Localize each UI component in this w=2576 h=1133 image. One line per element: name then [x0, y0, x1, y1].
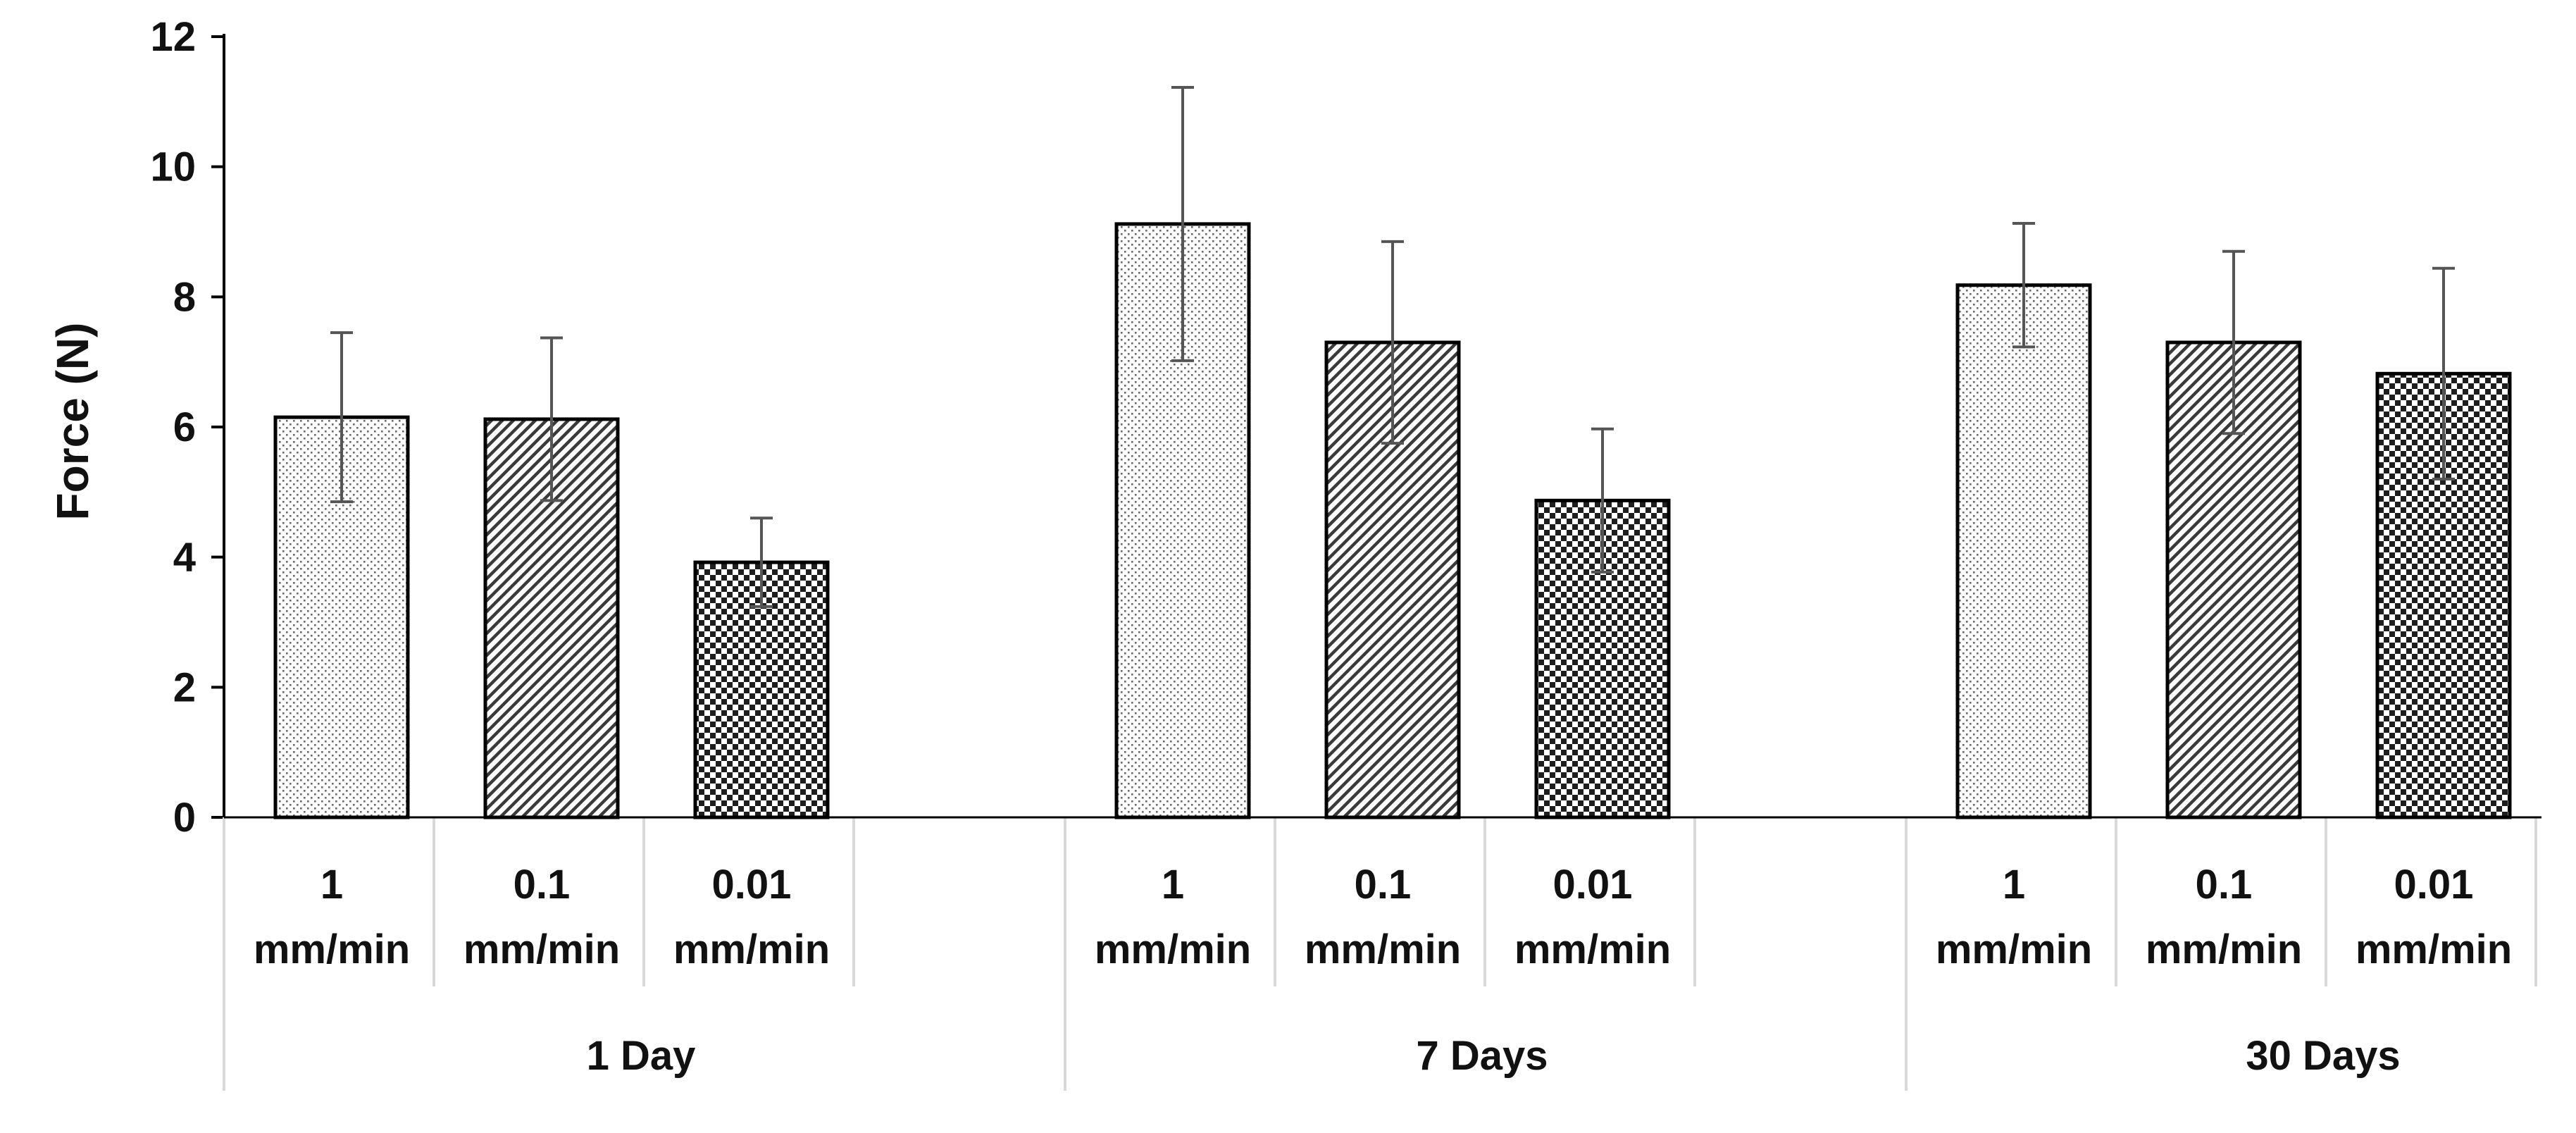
y-tick-label: 12 — [150, 14, 196, 60]
error-bars — [330, 86, 2455, 608]
category-label: 1 mm/min — [254, 862, 410, 972]
y-tick-label: 10 — [150, 144, 196, 190]
x-axis-dividers — [223, 817, 2537, 1091]
y-tick-label: 2 — [173, 664, 196, 710]
category-label: 0.1 mm/min — [2146, 862, 2302, 972]
y-tick-label: 0 — [173, 795, 196, 841]
group-label: 7 Days — [1416, 1033, 1548, 1079]
y-tick-label: 6 — [173, 404, 196, 450]
y-tick-label: 4 — [173, 535, 196, 581]
group-label: 30 Days — [2246, 1033, 2400, 1079]
bar — [1955, 283, 2092, 819]
category-label: 0.1 mm/min — [1305, 862, 1461, 972]
category-label: 1 mm/min — [1936, 862, 2092, 972]
category-label: 0.01 mm/min — [2356, 862, 2512, 972]
y-axis-ticks: 0 2 4 6 8 10 12 — [150, 14, 224, 841]
category-label: 0.1 mm/min — [463, 862, 620, 972]
category-label: 0.01 mm/min — [673, 862, 830, 972]
y-tick-label: 8 — [173, 274, 196, 320]
axes — [223, 34, 2541, 819]
y-axis-title: Force (N) — [47, 323, 98, 521]
x-axis-labels: 1 Day 1 mm/min 0.1 mm/min 0.01 mm/min 7 Days 1 mm… — [254, 862, 2512, 1079]
category-label: 1 mm/min — [1095, 862, 1251, 972]
category-label: 0.01 mm/min — [1514, 862, 1671, 972]
group-label: 1 Day — [587, 1033, 696, 1079]
